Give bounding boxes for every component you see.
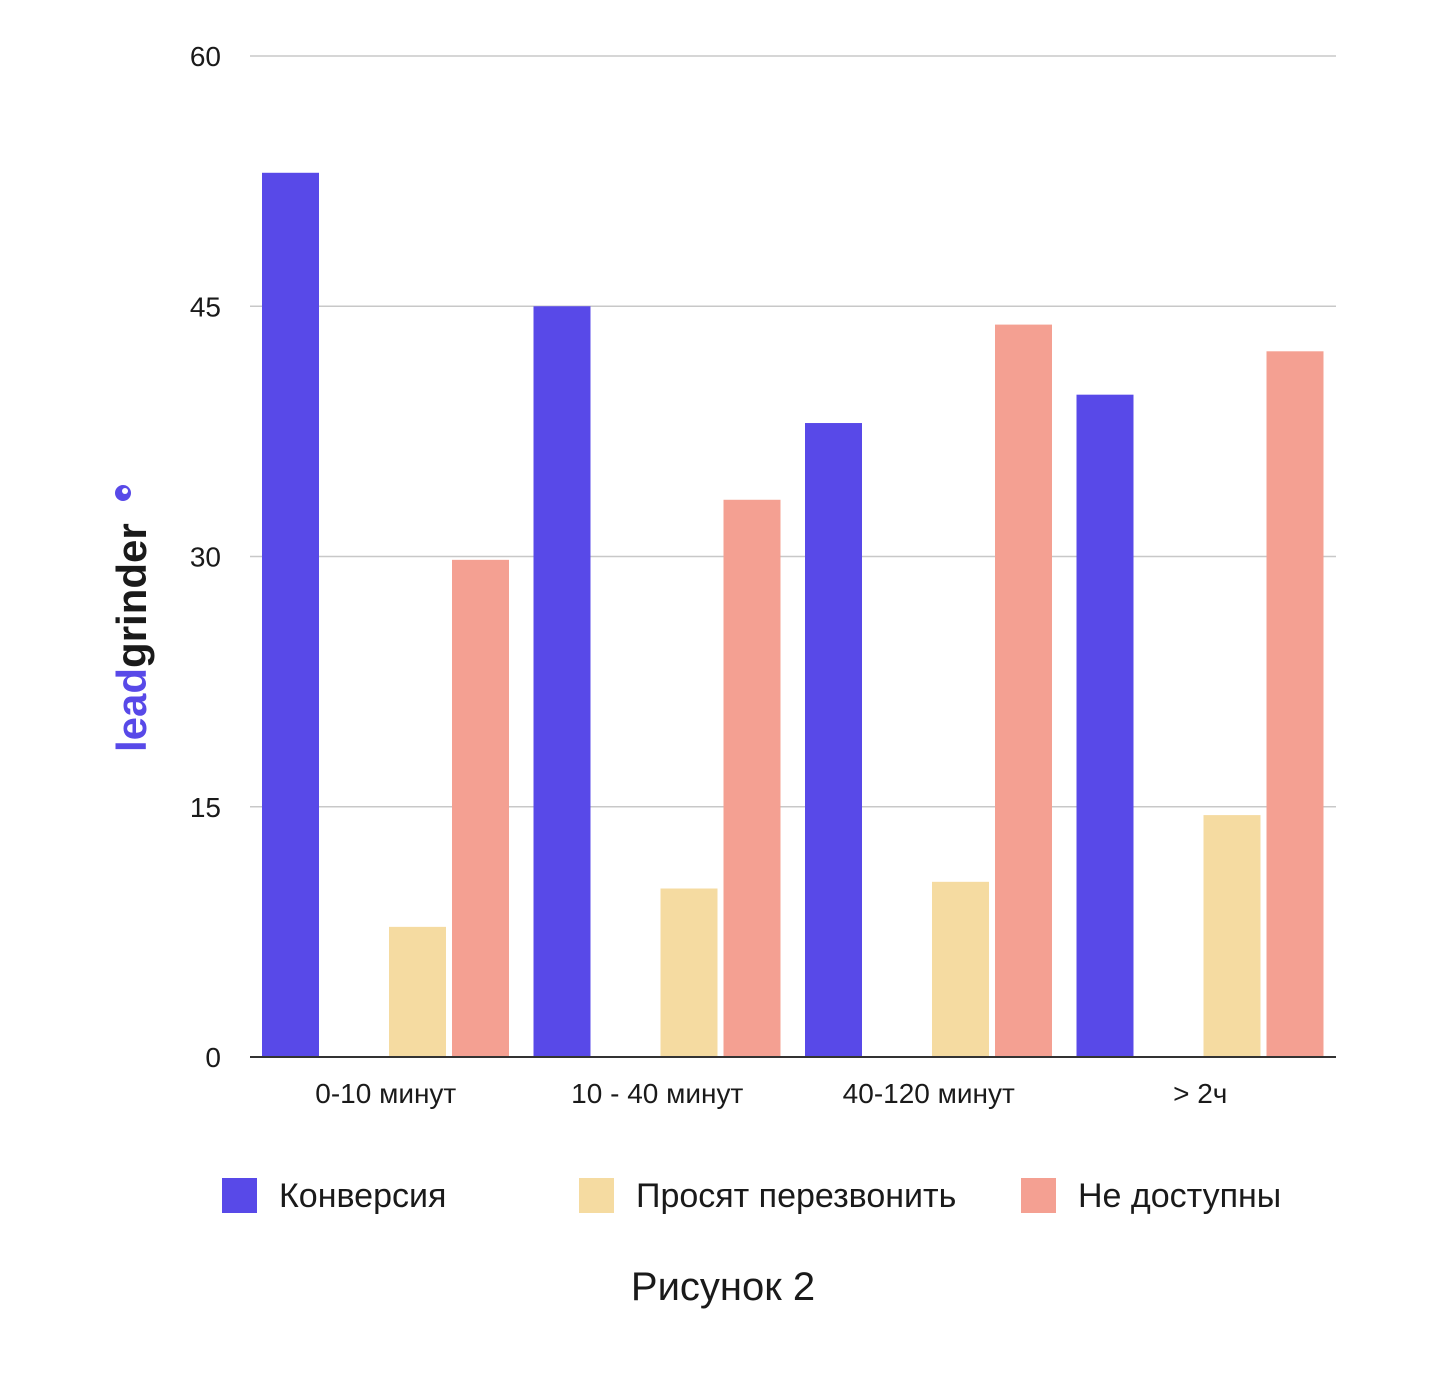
- bar-3-2: [1266, 351, 1324, 1057]
- bar-0-1: [389, 926, 446, 1057]
- bar-3-0: [1076, 394, 1134, 1058]
- x-category-label: 10 - 40 минут: [571, 1078, 743, 1109]
- y-tick-labels: 0 15 30 45 60: [190, 41, 221, 1073]
- bar-0-2: [452, 559, 509, 1057]
- y-tick-label: 30: [190, 542, 221, 573]
- bar-2-2: [995, 324, 1052, 1057]
- x-category-labels: 0-10 минут 10 - 40 минут 40-120 минут > 2ч: [315, 1078, 1227, 1109]
- logo-main-text: grinder: [108, 523, 155, 668]
- legend-label: Не доступны: [1078, 1177, 1281, 1215]
- bar-3-1: [1203, 815, 1261, 1057]
- gridlines: [250, 55, 1336, 808]
- bar-2-1: [932, 881, 989, 1057]
- bars: [262, 172, 1324, 1058]
- y-tick-label: 0: [205, 1042, 221, 1073]
- logo: leadgrinder: [108, 523, 155, 752]
- legend-swatch: [1021, 1178, 1056, 1213]
- x-category-label: 0-10 минут: [315, 1078, 456, 1109]
- bar-2-0: [805, 423, 862, 1057]
- y-tick-label: 45: [190, 291, 221, 322]
- x-category-label: 40-120 минут: [843, 1078, 1015, 1109]
- bar-0-0: [262, 172, 319, 1058]
- svg-text:leadgrinder: leadgrinder: [108, 523, 155, 752]
- x-category-label: > 2ч: [1173, 1078, 1227, 1109]
- bar-1-1: [660, 888, 718, 1057]
- y-tick-label: 15: [190, 792, 221, 823]
- legend: Конверсия Просят перезвонить Не доступны: [222, 1177, 1281, 1215]
- bar-1-0: [533, 306, 591, 1057]
- legend-swatch: [579, 1178, 614, 1213]
- figure-caption: Рисунок 2: [631, 1265, 815, 1309]
- legend-label: Просят перезвонить: [636, 1177, 956, 1215]
- y-tick-label: 60: [190, 41, 221, 72]
- legend-label: Конверсия: [279, 1177, 446, 1215]
- logo-dot-icon: [115, 485, 131, 501]
- legend-swatch: [222, 1178, 257, 1213]
- logo-accent-text: lead: [108, 668, 155, 752]
- bar-1-2: [723, 499, 781, 1057]
